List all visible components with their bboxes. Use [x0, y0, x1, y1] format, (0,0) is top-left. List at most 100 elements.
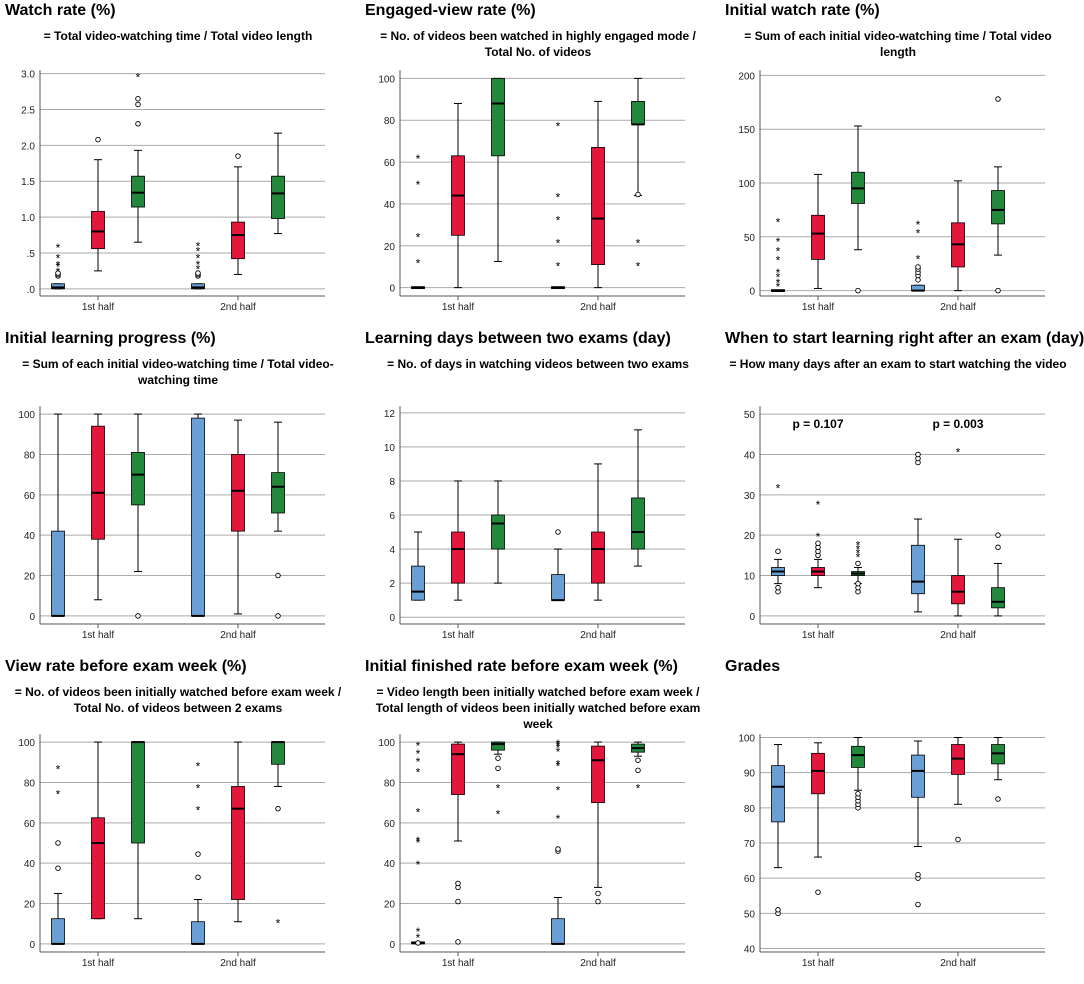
y-tick-label: 0: [749, 287, 755, 298]
box-blue: **: [51, 762, 65, 945]
iqr-box: [411, 565, 425, 601]
extreme-point: *: [776, 280, 781, 294]
extreme-point: *: [776, 266, 781, 280]
iqr-box: [91, 817, 105, 920]
iqr-box: [191, 417, 205, 617]
box-green: [851, 737, 865, 811]
box-red: [811, 173, 825, 289]
y-tick-label: 3.0: [21, 70, 35, 81]
x-tick-label: 2nd half: [580, 630, 616, 641]
panel-title: View rate before exam week (%): [5, 658, 247, 675]
outlier-point: [495, 755, 501, 761]
x-tick-label: 2nd half: [220, 958, 256, 969]
extreme-point: *: [416, 858, 421, 872]
y-tick-label: 12: [384, 409, 396, 420]
iqr-box: [551, 918, 565, 945]
extreme-point: *: [816, 530, 821, 544]
iqr-box: [231, 454, 245, 532]
box-green: *: [631, 741, 645, 795]
iqr-box: [851, 745, 865, 768]
y-tick-label: 2.5: [21, 105, 35, 116]
iqr-box: [191, 283, 205, 290]
extreme-point: *: [136, 71, 141, 85]
y-tick-label: 60: [384, 158, 396, 169]
panel-formula: = No. of videos been initially watched b…: [14, 685, 342, 715]
y-tick-label: 2.0: [21, 141, 35, 152]
outlier-point: [135, 613, 141, 619]
extreme-point: *: [496, 781, 501, 795]
panel-view-rate-before-exam: View rate before exam week (%) = No. of …: [0, 656, 360, 984]
iqr-box: [591, 745, 605, 804]
iqr-box: [811, 214, 825, 260]
extreme-point: *: [856, 546, 861, 560]
extreme-point: *: [196, 258, 201, 272]
y-tick-label: 80: [24, 778, 36, 789]
x-tick-label: 2nd half: [940, 958, 976, 969]
box-green: [491, 480, 505, 584]
outlier-point: [955, 836, 961, 843]
panel-formula: = Video length been initially watched be…: [375, 685, 701, 731]
x-tick-label: 2nd half: [940, 630, 976, 641]
panel-title: Initial learning progress (%): [5, 330, 216, 347]
box-blue: *: [771, 482, 785, 595]
panel-title: Learning days between two exams (day): [365, 330, 671, 347]
y-tick-label: 150: [738, 125, 755, 136]
outlier-point: [775, 548, 781, 555]
outlier-point: [855, 580, 861, 587]
iqr-box: [51, 918, 65, 945]
box-green: *: [131, 71, 145, 243]
iqr-box: [91, 210, 105, 250]
extreme-point: *: [556, 812, 561, 826]
extreme-point: *: [556, 737, 561, 751]
x-tick-label: 1st half: [442, 958, 474, 969]
x-tick-label: 1st half: [82, 630, 114, 641]
extreme-point: *: [196, 804, 201, 818]
extreme-point: *: [416, 739, 421, 753]
y-tick-label: 20: [24, 900, 36, 911]
box-red: [231, 153, 245, 275]
iqr-box: [631, 100, 645, 125]
y-tick-label: 200: [738, 71, 755, 82]
iqr-box: [231, 786, 245, 900]
y-tick-label: 1.0: [21, 213, 35, 224]
extreme-point: *: [636, 237, 641, 251]
y-tick-label: 100: [18, 410, 35, 421]
extreme-point: *: [196, 252, 201, 266]
y-tick-label: 20: [384, 900, 396, 911]
outlier-point: [55, 270, 61, 276]
extreme-point: *: [776, 235, 781, 249]
box-plot: 0 2 4 6 8 10 12 1st half 2nd half: [384, 406, 685, 641]
p-value-annotation: p = 0.107: [792, 417, 843, 431]
extreme-point: *: [956, 445, 961, 459]
p-value-annotation: p = 0.003: [932, 417, 983, 431]
y-tick-label: 40: [24, 859, 36, 870]
outlier-point: [995, 532, 1001, 538]
y-tick-label: 100: [378, 738, 395, 749]
panel-initial-finished-rate: Initial finished rate before exam week (…: [360, 656, 720, 984]
extreme-point: *: [816, 498, 821, 512]
iqr-box: [491, 514, 505, 550]
box-red: **: [811, 498, 825, 589]
y-tick-label: 0: [389, 613, 395, 624]
extreme-point: *: [196, 759, 201, 773]
iqr-box: [991, 587, 1005, 609]
outlier-point: [275, 805, 281, 812]
extreme-point: *: [556, 739, 561, 753]
iqr-box: [991, 190, 1005, 225]
outlier-point: [555, 529, 561, 535]
outlier-point: [495, 765, 501, 772]
iqr-box: [491, 77, 505, 157]
box-red: [231, 741, 245, 923]
x-tick-label: 2nd half: [940, 302, 976, 313]
extreme-point: *: [776, 245, 781, 259]
x-tick-label: 1st half: [442, 302, 474, 313]
outlier-point: [915, 871, 921, 878]
box-green: [491, 77, 505, 262]
box-blue: * * * *: [411, 152, 425, 290]
outlier-point: [55, 865, 61, 871]
panel-title: Watch rate (%): [5, 2, 116, 19]
box-red: [231, 419, 245, 615]
box-red: [591, 463, 605, 601]
panel-grades: Grades 40 50 60 70 80 90 100 1st half 2nd half: [720, 656, 1080, 984]
extreme-point: *: [416, 806, 421, 820]
